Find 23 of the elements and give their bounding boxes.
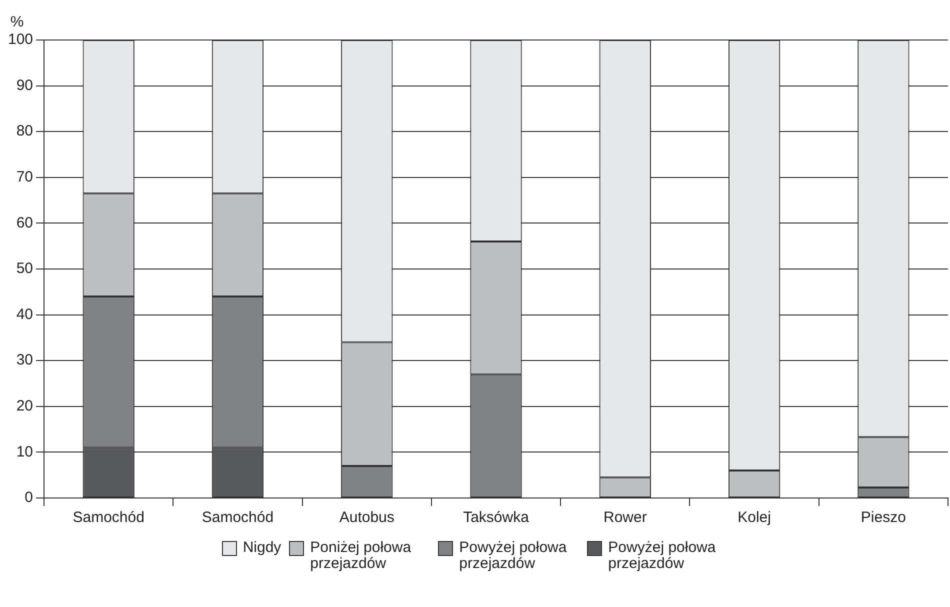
y-tick-label: 0 xyxy=(24,489,34,506)
y-tick-label: 90 xyxy=(16,76,34,94)
y-tick-label: 50 xyxy=(16,260,34,278)
legend-label: Nigdy xyxy=(242,539,282,556)
x-tick-label: Autobus xyxy=(339,509,394,526)
y-tick-label: 80 xyxy=(16,122,34,140)
y-tick-label: 70 xyxy=(16,168,34,186)
y-axis-title: % xyxy=(10,14,24,31)
legend-label: Poniżej połowa przejazdów xyxy=(310,539,412,572)
legend-label: Powyżej połowa przejazdów xyxy=(608,539,717,572)
x-tick-label: Samochód xyxy=(72,509,144,526)
y-tick-label: 10 xyxy=(16,443,34,460)
y-tick-label: 20 xyxy=(16,398,34,415)
x-tick-label: Rower xyxy=(603,509,647,526)
y-tick-label: 30 xyxy=(16,352,34,369)
y-tick-label: 100 xyxy=(8,31,34,48)
legend-label: Powyżej połowa przejazdów xyxy=(459,539,568,572)
y-tick-label: 60 xyxy=(16,214,34,232)
x-tick-label: Taksówka xyxy=(463,509,530,526)
x-tick-label: Kolej xyxy=(738,509,771,526)
y-tick-label: 40 xyxy=(16,306,34,323)
x-tick-label: Samochód xyxy=(202,509,274,526)
x-tick-label: Pieszo xyxy=(860,509,906,526)
